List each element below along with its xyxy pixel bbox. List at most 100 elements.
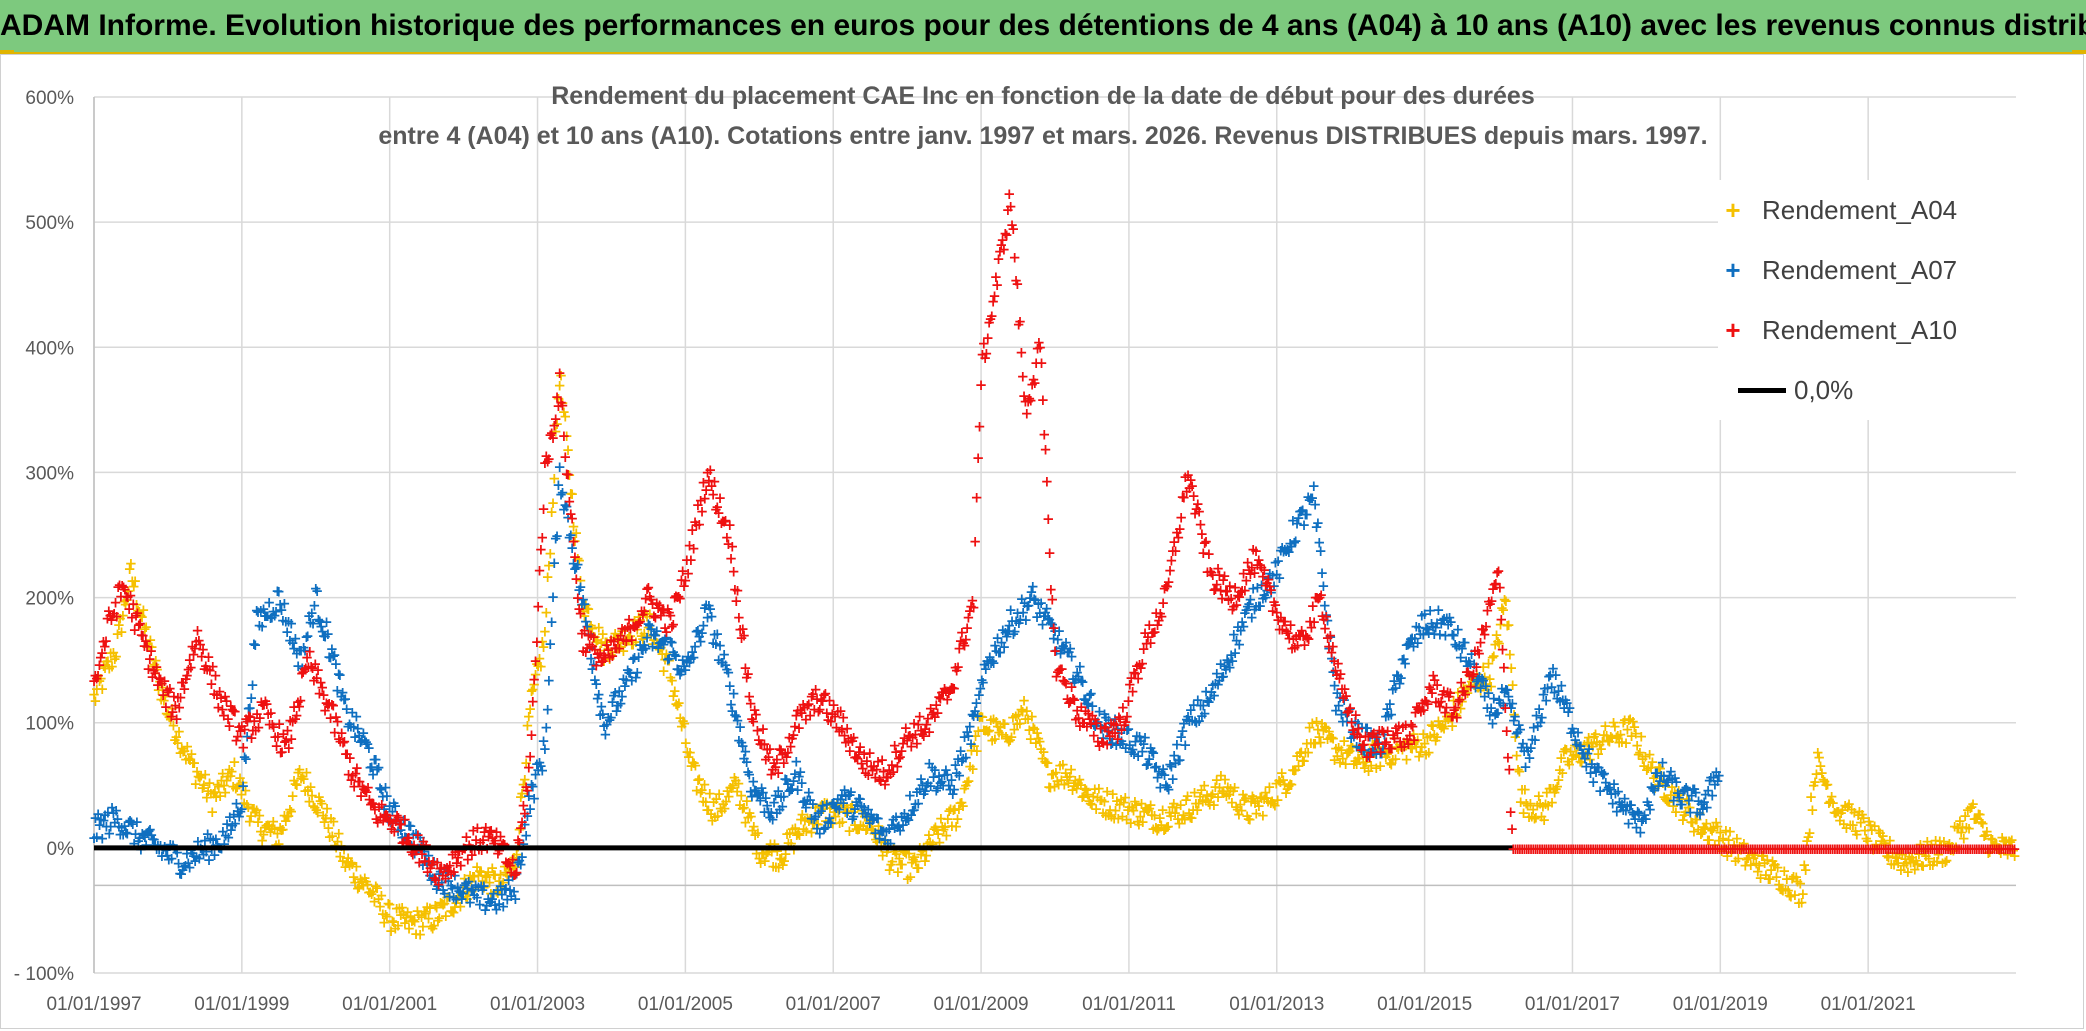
plus-marker-icon: +: [1725, 314, 1741, 345]
point-a04: +: [245, 807, 258, 825]
point-a04: +: [382, 895, 395, 913]
point-a04: +: [346, 855, 359, 873]
point-a10: +: [556, 396, 569, 414]
point-a10: +: [521, 782, 534, 800]
point-a07: +: [1536, 709, 1549, 727]
point-a04: +: [509, 858, 522, 876]
point-a04: +: [261, 816, 274, 834]
point-a04: +: [314, 792, 327, 810]
point-a04: +: [610, 628, 623, 646]
point-a07: +: [1563, 699, 1576, 717]
point-a07: +: [1314, 542, 1327, 560]
point-a04: +: [304, 778, 317, 796]
point-a07: +: [540, 719, 553, 737]
point-a04: +: [476, 872, 489, 890]
point-a07: +: [547, 588, 560, 606]
point-a04: +: [129, 572, 142, 590]
point-a04: +: [394, 906, 407, 924]
point-a10: +: [1011, 275, 1024, 293]
point-a04: +: [397, 905, 410, 923]
point-a04: +: [102, 652, 115, 670]
point-a04: +: [631, 620, 644, 638]
point-a04: +: [551, 415, 564, 433]
point-a04: +: [462, 883, 475, 901]
point-a04: +: [479, 866, 492, 884]
point-a04: +: [318, 813, 331, 831]
point-a07: +: [334, 666, 347, 684]
point-a04: +: [119, 596, 132, 614]
x-tick-label: 01/01/1999: [194, 994, 289, 1015]
point-a04: +: [93, 672, 106, 690]
point-a04: +: [300, 763, 313, 781]
point-a04: +: [513, 821, 526, 839]
point-a04: +: [565, 485, 578, 503]
point-a04: +: [214, 787, 227, 805]
point-a04: +: [181, 738, 194, 756]
point-a04: +: [368, 892, 381, 910]
point-a10: +: [569, 548, 582, 566]
point-a10: +: [518, 804, 531, 822]
point-a04: +: [520, 754, 533, 772]
point-a07: +: [1644, 801, 1657, 819]
point-a07: +: [1289, 532, 1302, 550]
point-a10: +: [536, 528, 549, 546]
point-a04: +: [589, 628, 602, 646]
point-a04: +: [267, 813, 280, 831]
point-a10: +: [1046, 591, 1059, 609]
point-a04: +: [367, 883, 380, 901]
point-a04: +: [432, 912, 445, 930]
point-a04: +: [327, 813, 340, 831]
point-a10: +: [970, 489, 983, 507]
point-a04: +: [317, 806, 330, 824]
point-a07: +: [278, 595, 291, 613]
point-a07: +: [237, 777, 250, 795]
point-a10: +: [731, 581, 744, 599]
point-a10: +: [967, 599, 980, 617]
point-a04: +: [471, 858, 484, 876]
point-a10: +: [1041, 473, 1054, 491]
plus-marker-icon: +: [1725, 194, 1741, 225]
point-a04: +: [478, 879, 491, 897]
y-tick-label: 200%: [25, 589, 74, 610]
banner-corner-right: [2072, 50, 2086, 54]
point-a10: +: [531, 633, 544, 651]
point-a04: +: [408, 913, 421, 931]
point-a04: +: [114, 610, 127, 628]
point-a10: +: [1035, 354, 1048, 372]
point-a04: +: [566, 485, 579, 503]
point-a04: +: [617, 642, 630, 660]
point-a04: +: [104, 644, 117, 662]
point-a04: +: [433, 909, 446, 927]
point-a04: +: [296, 768, 309, 786]
point-a10: +: [529, 652, 542, 670]
point-a04: +: [185, 745, 198, 763]
point-a04: +: [242, 798, 255, 816]
point-a04: +: [95, 669, 108, 687]
point-a04: +: [473, 862, 486, 880]
point-a10: +: [1499, 699, 1512, 717]
point-a04: +: [147, 657, 160, 675]
point-a04: +: [569, 532, 582, 550]
point-a04: +: [123, 560, 136, 578]
point-a04: +: [360, 872, 373, 890]
y-tick-label: 600%: [25, 88, 74, 109]
point-a04: +: [381, 908, 394, 926]
point-a04: +: [289, 775, 302, 793]
point-a04: +: [211, 776, 224, 794]
point-a04: +: [202, 782, 215, 800]
point-a04: +: [260, 816, 273, 834]
point-a04: +: [541, 568, 554, 586]
series-a10-flat: ++++++++++++++++++++++++++++++++++++++++…: [1507, 840, 2021, 858]
point-a04: +: [487, 865, 500, 883]
plus-marker-icon: +: [1725, 254, 1741, 285]
point-a04: +: [319, 809, 332, 827]
point-a04: +: [103, 660, 116, 678]
point-a04: +: [127, 577, 140, 595]
point-a04: +: [170, 728, 183, 746]
point-a07: +: [545, 613, 558, 631]
point-a04: +: [248, 800, 261, 818]
point-a04: +: [628, 611, 641, 629]
point-a04: +: [581, 599, 594, 617]
line-marker-icon: [1738, 387, 1786, 393]
point-a04: +: [311, 803, 324, 821]
